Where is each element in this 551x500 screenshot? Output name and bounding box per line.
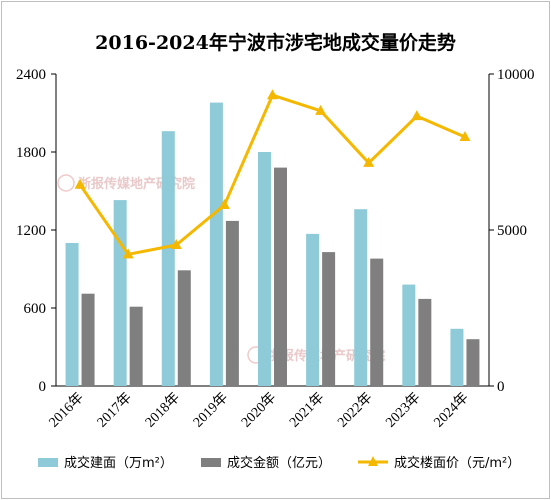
axes-layer: [51, 73, 494, 387]
x-tick-label: 2017年: [94, 390, 135, 431]
x-tick-label: 2024年: [431, 390, 472, 431]
line-point-triangle: [459, 131, 471, 142]
y-left-tick-label: 600: [24, 301, 47, 317]
bar-amount: [322, 252, 336, 386]
bar-floor-area: [161, 131, 175, 386]
y-right-tick-label: 5000: [497, 223, 527, 239]
bar-floor-area: [65, 243, 79, 386]
y-right-tick-label: 0: [497, 379, 505, 395]
line-layer: [74, 89, 471, 259]
bar-floor-area: [306, 233, 320, 386]
line-floor-price: [78, 93, 466, 256]
legend-swatch-bar: [201, 458, 221, 467]
line-point-triangle: [122, 248, 134, 259]
bar-floor-area: [402, 284, 416, 386]
line-point-triangle: [267, 89, 278, 100]
bar-floor-area: [450, 328, 464, 386]
bar-amount: [177, 270, 191, 386]
legend-label: 成交金额（亿元）: [227, 455, 331, 471]
line-point-triangle: [74, 178, 86, 189]
x-tick-label: 2023年: [383, 390, 424, 431]
x-tick-label: 2016年: [46, 390, 87, 431]
bar-floor-area: [354, 209, 368, 386]
y-left-tick-label: 0: [39, 379, 47, 395]
bar-amount: [370, 258, 384, 386]
bar-amount: [81, 293, 95, 386]
bar-floor-area: [209, 102, 223, 386]
watermark-logo-icon: [57, 174, 75, 192]
x-tick-label: 2018年: [142, 390, 183, 431]
legend-label: 成交建面（万m²）: [64, 455, 173, 471]
legend-label: 成交楼面价（元/m²）: [394, 455, 520, 471]
x-tick-label: 2022年: [335, 390, 376, 431]
legend: 成交建面（万m²） 成交金额（亿元） 成交楼面价（元/m²）: [38, 455, 520, 471]
line-point-triangle: [315, 104, 327, 115]
x-tick-label: 2021年: [286, 390, 327, 431]
bar-amount: [466, 339, 480, 386]
bar-amount: [418, 298, 432, 386]
y-left-tick-label: 2400: [16, 67, 46, 83]
y-left-tick-label: 1800: [16, 145, 46, 161]
bar-floor-area: [113, 200, 127, 386]
line-point-triangle: [411, 110, 423, 121]
bars-layer: [65, 102, 480, 386]
bar-amount: [225, 220, 239, 386]
x-tick-label: 2020年: [238, 390, 279, 431]
x-tick-label: 2019年: [190, 390, 231, 431]
y-left-tick-label: 1200: [16, 223, 46, 239]
line-point-triangle: [363, 156, 375, 167]
y-right-tick-label: 10000: [497, 67, 535, 83]
bar-amount: [274, 167, 287, 386]
bar-amount: [129, 306, 143, 386]
watermark-text: 浙报传媒地产研究院: [78, 176, 195, 192]
bar-floor-area: [258, 152, 271, 386]
legend-swatch-bar: [38, 458, 58, 467]
chart-title: 2016-2024年宁波市涉宅地成交量价走势: [95, 32, 456, 54]
legend-swatch-triangle: [368, 456, 378, 466]
line-point-triangle: [218, 199, 230, 210]
line-point-triangle: [170, 238, 182, 249]
